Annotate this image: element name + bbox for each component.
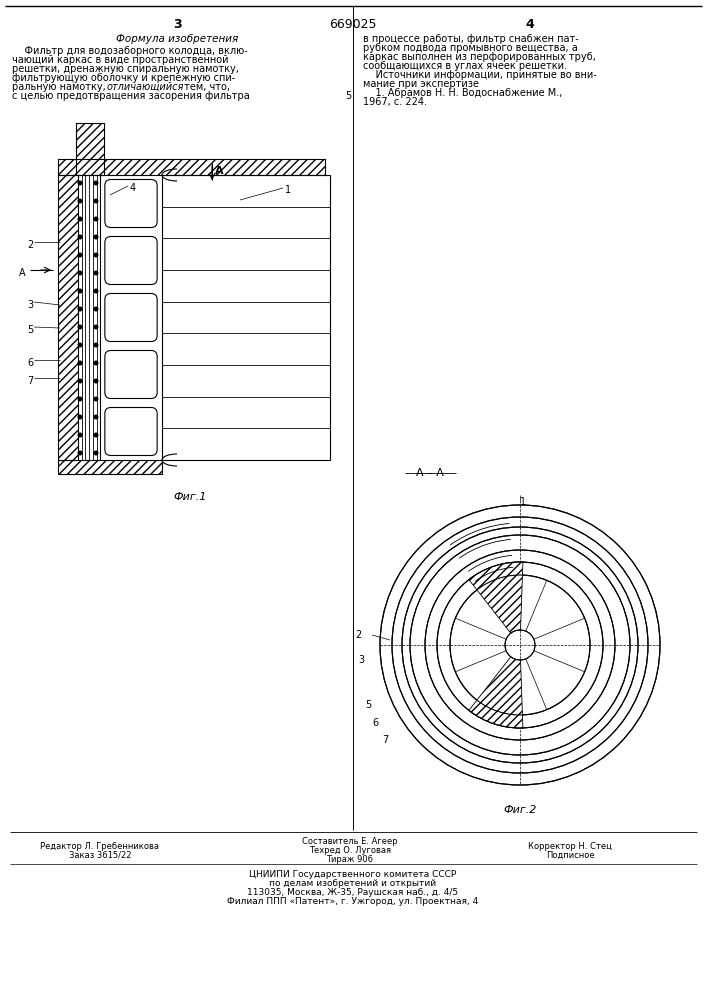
Circle shape	[78, 397, 82, 401]
Circle shape	[78, 433, 82, 437]
Text: Подписное: Подписное	[546, 851, 595, 860]
Text: Фиг.1: Фиг.1	[173, 492, 206, 502]
Circle shape	[78, 451, 82, 455]
Circle shape	[78, 253, 82, 257]
Circle shape	[94, 343, 98, 347]
FancyBboxPatch shape	[105, 351, 157, 398]
Circle shape	[78, 379, 82, 383]
Circle shape	[78, 271, 82, 275]
Text: в процессе работы, фильтр снабжен пат-: в процессе работы, фильтр снабжен пат-	[363, 34, 579, 44]
Text: по делам изобретений и открытий: по делам изобретений и открытий	[269, 879, 436, 888]
FancyBboxPatch shape	[105, 294, 157, 342]
Bar	[58, 460, 162, 474]
Bar	[58, 460, 162, 474]
Circle shape	[94, 289, 98, 293]
Text: решетки, дренажную спиральную намотку,: решетки, дренажную спиральную намотку,	[12, 64, 239, 74]
Circle shape	[78, 307, 82, 311]
Text: сообщающихся в углах ячеек решетки.: сообщающихся в углах ячеек решетки.	[363, 61, 567, 71]
Circle shape	[78, 181, 82, 185]
Text: 7: 7	[382, 735, 388, 745]
Text: 3: 3	[27, 300, 33, 310]
Circle shape	[94, 307, 98, 311]
Bar	[76, 123, 104, 175]
Text: ральную намотку,: ральную намотку,	[12, 82, 109, 92]
Text: Тираж 906: Тираж 906	[327, 855, 373, 864]
Text: чающий каркас в виде пространственной: чающий каркас в виде пространственной	[12, 55, 228, 65]
Text: A: A	[19, 268, 26, 278]
Text: 3: 3	[173, 18, 181, 31]
Circle shape	[78, 415, 82, 419]
Bar	[58, 175, 78, 460]
Circle shape	[78, 235, 82, 239]
Bar	[58, 159, 325, 175]
Circle shape	[78, 217, 82, 221]
Text: Формула изобретения: Формула изобретения	[116, 34, 238, 44]
FancyBboxPatch shape	[105, 236, 157, 284]
Circle shape	[94, 217, 98, 221]
Text: фильтрующую оболочку и крепежную спи-: фильтрующую оболочку и крепежную спи-	[12, 73, 235, 83]
Text: 1. Абрамов Н. Н. Водоснабжение М.,: 1. Абрамов Н. Н. Водоснабжение М.,	[363, 88, 562, 98]
Circle shape	[94, 253, 98, 257]
FancyBboxPatch shape	[105, 180, 157, 228]
Text: 1: 1	[285, 185, 291, 195]
Circle shape	[78, 289, 82, 293]
Text: 6: 6	[27, 358, 33, 368]
Circle shape	[94, 415, 98, 419]
Circle shape	[94, 361, 98, 365]
Circle shape	[505, 630, 535, 660]
FancyBboxPatch shape	[105, 408, 157, 456]
Circle shape	[94, 451, 98, 455]
Text: 7: 7	[27, 376, 33, 386]
Circle shape	[94, 271, 98, 275]
Text: каркас выполнен из перфорированных труб,: каркас выполнен из перфорированных труб,	[363, 52, 596, 62]
Text: Фильтр для водозаборного колодца, вклю-: Фильтр для водозаборного колодца, вклю-	[12, 46, 247, 56]
Text: Техред О. Луговая: Техред О. Луговая	[309, 846, 391, 855]
Text: 1: 1	[520, 497, 526, 507]
Circle shape	[78, 199, 82, 203]
Bar	[58, 159, 325, 175]
Circle shape	[94, 397, 98, 401]
Text: рубком подвода промывного вещества, а: рубком подвода промывного вещества, а	[363, 43, 578, 53]
Text: 3: 3	[358, 655, 364, 665]
Text: отличающийся: отличающийся	[107, 82, 185, 92]
Text: A – A: A – A	[416, 468, 444, 478]
Circle shape	[94, 433, 98, 437]
Circle shape	[78, 325, 82, 329]
Text: Источники информации, принятые во вни-: Источники информации, принятые во вни-	[363, 70, 597, 80]
Text: 1967, с. 224.: 1967, с. 224.	[363, 97, 427, 107]
Circle shape	[94, 325, 98, 329]
Text: 113035, Москва, Ж-35, Раушская наб., д. 4/5: 113035, Москва, Ж-35, Раушская наб., д. …	[247, 888, 459, 897]
Text: 5: 5	[365, 700, 371, 710]
Text: 5: 5	[345, 91, 351, 101]
Text: Фиг.2: Фиг.2	[503, 805, 537, 815]
Text: тем, что,: тем, что,	[181, 82, 230, 92]
Text: Филиал ППП «Патент», г. Ужгород, ул. Проектная, 4: Филиал ППП «Патент», г. Ужгород, ул. Про…	[228, 897, 479, 906]
Text: 2: 2	[27, 240, 33, 250]
Text: 2: 2	[355, 630, 361, 640]
Bar	[100, 175, 162, 460]
Text: Заказ 3615/22: Заказ 3615/22	[69, 851, 132, 860]
Text: ЦНИИПИ Государственного комитета СССР: ЦНИИПИ Государственного комитета СССР	[250, 870, 457, 879]
Text: Редактор Л. Гребенникова: Редактор Л. Гребенникова	[40, 842, 160, 851]
Text: Корректор Н. Стец: Корректор Н. Стец	[528, 842, 612, 851]
Text: 6: 6	[372, 718, 378, 728]
Bar	[76, 123, 104, 175]
Text: 4: 4	[525, 18, 534, 31]
Text: 4: 4	[130, 183, 136, 193]
Circle shape	[78, 343, 82, 347]
Text: мание при экспертизе: мание при экспертизе	[363, 79, 479, 89]
Text: Составитель Е. Агеер: Составитель Е. Агеер	[302, 837, 398, 846]
Text: A: A	[215, 166, 223, 176]
Text: 669025: 669025	[329, 18, 377, 31]
Text: 5: 5	[27, 325, 33, 335]
Circle shape	[94, 379, 98, 383]
Text: с целью предотвращения засорения фильтра: с целью предотвращения засорения фильтра	[12, 91, 250, 101]
Bar	[58, 175, 78, 460]
Wedge shape	[469, 657, 523, 728]
Circle shape	[94, 199, 98, 203]
Circle shape	[78, 361, 82, 365]
Circle shape	[94, 235, 98, 239]
Wedge shape	[469, 562, 523, 633]
Circle shape	[94, 181, 98, 185]
